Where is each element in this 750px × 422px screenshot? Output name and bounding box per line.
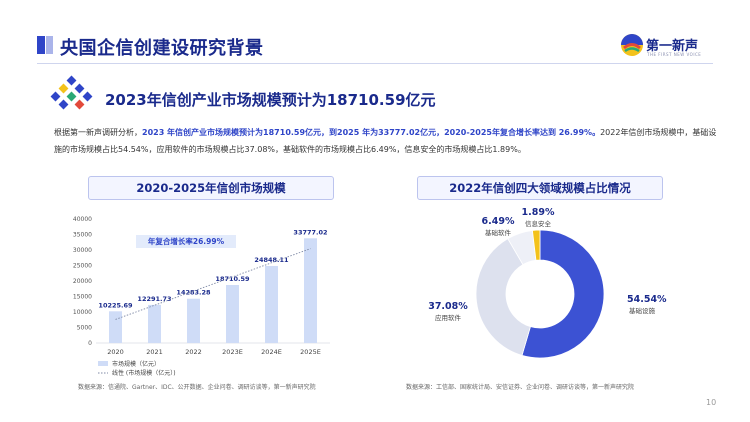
y-tick-label: 20000 bbox=[73, 278, 92, 285]
y-tick-label: 0 bbox=[88, 340, 92, 347]
page-number: 10 bbox=[706, 398, 717, 407]
x-tick-label: 2020 bbox=[107, 348, 124, 356]
bar-value-label: 14283.28 bbox=[176, 289, 211, 297]
bar bbox=[265, 265, 278, 343]
cagr-annotation-box bbox=[136, 235, 236, 248]
para-highlight: 2023 年信创产业市场规模预计为18710.59亿元，到2025 年为3377… bbox=[142, 128, 601, 137]
subheading: 2023年信创产业市场规模预计为18710.59亿元 bbox=[105, 91, 436, 109]
donut-category-label: 信息安全 bbox=[525, 219, 552, 228]
donut-category-label: 应用软件 bbox=[435, 313, 462, 322]
donut-slice bbox=[521, 229, 605, 359]
legend-trend-label: 线性 (市场规模（亿元）) bbox=[112, 369, 176, 377]
bar bbox=[109, 311, 122, 343]
para-part-3: 2022年信创市场规模中，基础设施的市场规模占比54.54%，应用软件的市场规模… bbox=[54, 128, 717, 154]
bar-value-label: 33777.02 bbox=[293, 228, 327, 236]
logo-text: 第一新声 bbox=[646, 39, 699, 54]
summary-paragraph: 根据第一新声调研分析，2023 年信创产业市场规模预计为18710.59亿元，到… bbox=[54, 124, 724, 158]
logo-tagline: THE FIRST NEW VOICE bbox=[647, 52, 702, 57]
bar bbox=[148, 304, 161, 343]
header-decoration bbox=[37, 36, 53, 54]
para-part-1: 根据第一新声调研分析， bbox=[54, 128, 142, 137]
logo-icon bbox=[621, 34, 643, 56]
x-tick-label: 2024E bbox=[261, 348, 282, 356]
pie-chart-title: 2022年信创四大领域规模占比情况 bbox=[417, 176, 663, 200]
y-tick-label: 15000 bbox=[73, 294, 92, 301]
donut-category-label: 基础设施 bbox=[629, 306, 656, 315]
y-tick-label: 25000 bbox=[73, 263, 92, 270]
bar bbox=[187, 298, 200, 343]
y-tick-label: 10000 bbox=[73, 309, 92, 316]
legend-bar-label: 市场规模（亿元） bbox=[112, 360, 160, 368]
header-divider bbox=[37, 63, 713, 64]
cagr-annotation: 年复合增长率26.99% bbox=[148, 236, 225, 246]
y-tick-label: 5000 bbox=[77, 325, 92, 332]
donut-value-label: 54.54% bbox=[627, 294, 667, 305]
bar bbox=[226, 284, 239, 343]
donut-slice bbox=[531, 229, 541, 261]
legend-bar-swatch bbox=[98, 361, 108, 366]
donut-value-label: 37.08% bbox=[428, 301, 468, 312]
page-title: 央国企信创建设研究背景 bbox=[60, 38, 264, 59]
diamond-grid-icon bbox=[50, 75, 93, 110]
pie-chart-source: 数据来源：工信部、国家统计局、安信证券、企业问卷、调研访谈等，第一新声研究院 bbox=[406, 384, 635, 391]
bar bbox=[304, 238, 317, 343]
y-tick-label: 30000 bbox=[73, 247, 92, 254]
x-tick-label: 2025E bbox=[300, 348, 321, 356]
bar-value-label: 18710.59 bbox=[215, 275, 250, 283]
bar-value-label: 10225.69 bbox=[98, 301, 133, 309]
donut-slice bbox=[475, 238, 531, 356]
donut-value-label: 6.49% bbox=[482, 216, 515, 227]
x-tick-label: 2022 bbox=[185, 348, 202, 356]
y-tick-label: 40000 bbox=[73, 216, 92, 223]
bar-value-label: 24848.11 bbox=[254, 256, 289, 264]
bar-chart-title: 2020-2025年信创市场规模 bbox=[88, 176, 334, 200]
x-tick-label: 2021 bbox=[146, 348, 163, 356]
bar-value-label: 12291.73 bbox=[137, 295, 171, 303]
donut-value-label: 1.89% bbox=[522, 207, 555, 218]
y-tick-label: 35000 bbox=[73, 232, 92, 239]
donut-category-label: 基础软件 bbox=[485, 228, 512, 237]
logo: 第一新声 THE FIRST NEW VOICE bbox=[620, 33, 720, 63]
x-tick-label: 2023E bbox=[222, 348, 243, 356]
bar-chart-source: 数据来源：信通院、Gartner、IDC、公开数据、企业问卷、调研访谈等，第一新… bbox=[78, 384, 316, 391]
